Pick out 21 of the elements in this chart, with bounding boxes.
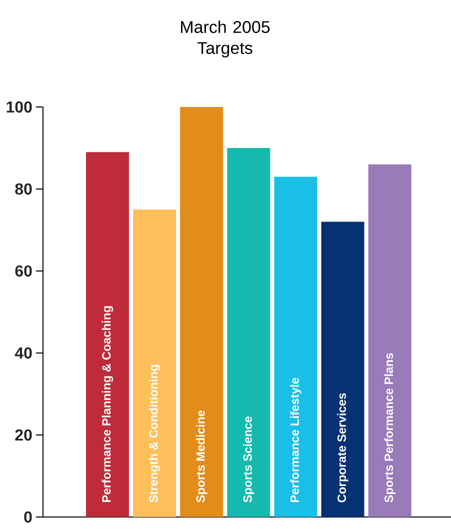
bar	[368, 164, 412, 517]
y-tick-label: 60	[15, 265, 32, 277]
bar	[321, 222, 364, 517]
y-tick-label: 40	[14, 347, 32, 359]
bar	[227, 148, 270, 517]
x-tick-label: Sports Performance Plans	[384, 353, 396, 502]
chart-title: March 2005 Targets	[181, 20, 270, 58]
x-tick-label: Sports Science	[243, 416, 254, 502]
y-tick-label: 20	[15, 429, 32, 441]
y-tick-label: 0	[24, 511, 32, 523]
bar	[86, 152, 129, 517]
bar	[180, 106, 224, 517]
x-tick-label: Performance Lifestyle	[290, 378, 302, 502]
x-tick-label: Sports Medicine	[196, 410, 208, 502]
y-tick-label: 80	[15, 183, 32, 195]
bar	[133, 209, 176, 517]
x-tick-label: Performance Planning & Coaching	[102, 306, 114, 502]
x-tick-label: Corporate Services	[337, 393, 348, 502]
y-tick-label: 100	[6, 101, 32, 113]
x-tick-label: Strength & Conditioning	[148, 364, 160, 502]
bar	[274, 176, 318, 517]
